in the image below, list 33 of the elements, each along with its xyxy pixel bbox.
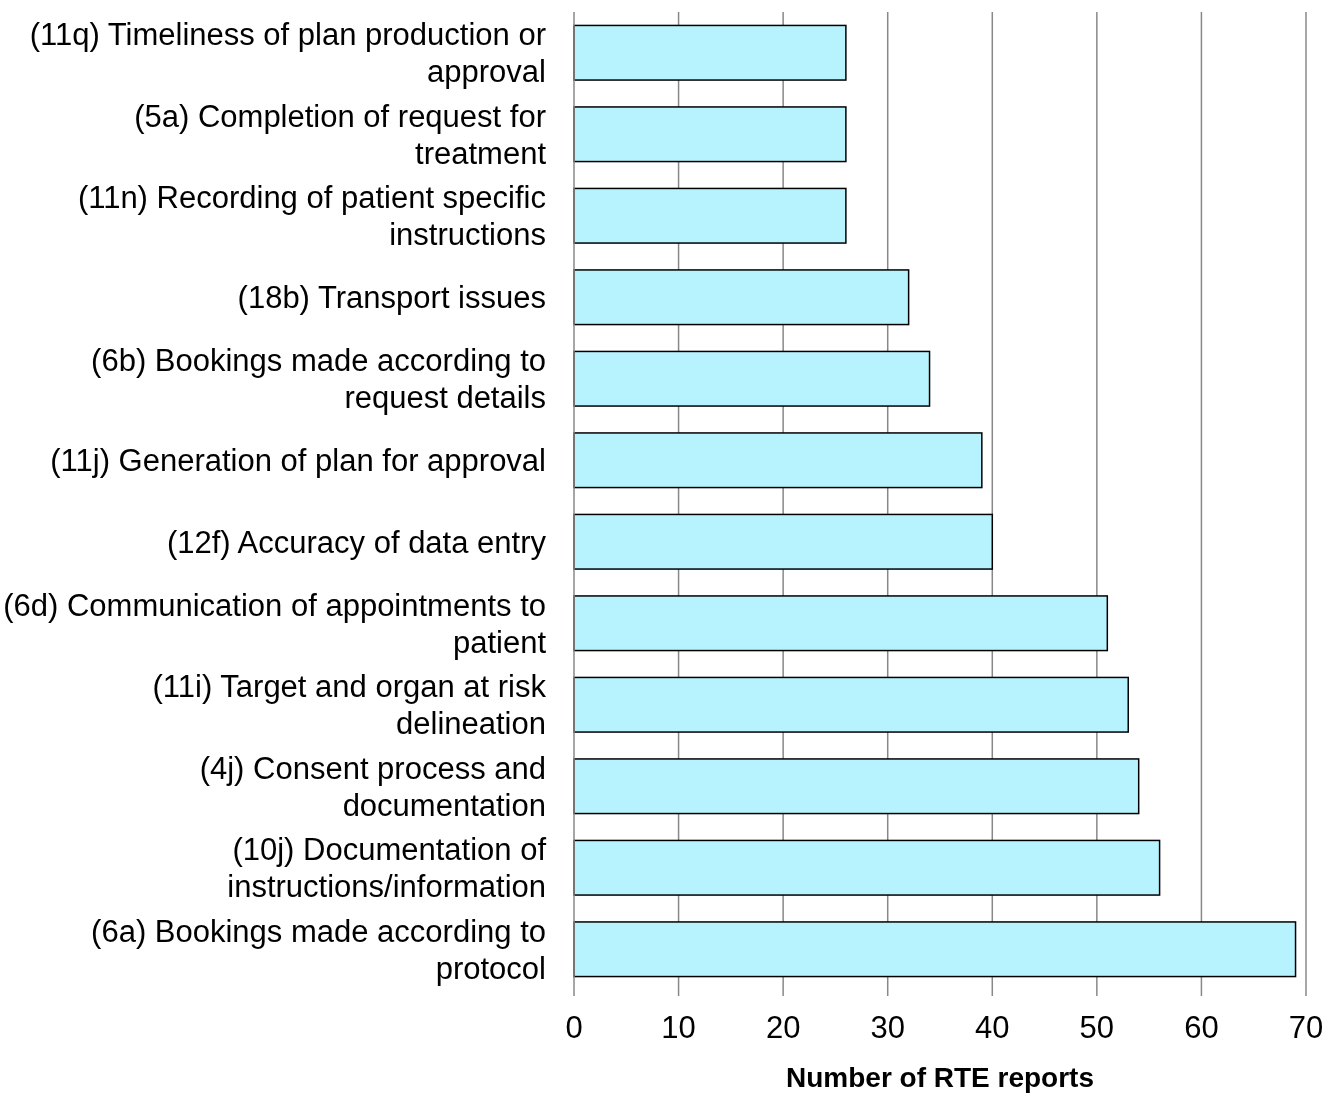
y-tick-label: (6d) Communication of appointments to patient bbox=[3, 587, 547, 660]
y-tick-label: (11q) Timeliness of plan production or approval bbox=[29, 17, 546, 90]
x-tick-label: 10 bbox=[661, 1010, 696, 1045]
bar bbox=[573, 513, 994, 570]
x-axis-title: Number of RTE reports bbox=[785, 1062, 1095, 1093]
x-tick-label: 30 bbox=[870, 1010, 905, 1045]
y-tick-label: (4j) Consent process and documentation bbox=[199, 750, 546, 823]
y-tick-label: (6a) Bookings made according to protocol bbox=[91, 913, 546, 986]
y-tick-label: (5a) Completion of request for treatment bbox=[134, 98, 547, 171]
x-tick-label: 50 bbox=[1079, 1010, 1115, 1045]
y-tick-label: (11j) Generation of plan for approval bbox=[50, 443, 546, 479]
bar bbox=[573, 350, 931, 407]
x-tick-label: 0 bbox=[565, 1010, 583, 1045]
bar bbox=[573, 269, 910, 326]
y-tick-label: (18b) Transport issues bbox=[237, 280, 546, 316]
x-tick-label: 70 bbox=[1288, 1010, 1324, 1045]
bar bbox=[573, 758, 1140, 815]
y-tick-label: (12f) Accuracy of data entry bbox=[166, 524, 547, 560]
y-tick-label: (11n) Recording of patient specific instructions bbox=[77, 180, 546, 253]
bar bbox=[573, 839, 1161, 896]
bar bbox=[573, 921, 1297, 978]
bar bbox=[573, 106, 847, 163]
bar bbox=[573, 24, 847, 81]
bar bbox=[573, 432, 983, 489]
y-tick-label: (6b) Bookings made according to request details bbox=[91, 343, 546, 416]
x-tick-label: 60 bbox=[1184, 1010, 1219, 1045]
y-tick-label: (10j) Documentation of instructions/information bbox=[227, 832, 547, 905]
x-tick-label: 20 bbox=[765, 1010, 801, 1045]
y-tick-label: (11i) Target and organ at risk delineation bbox=[152, 669, 547, 742]
x-tick-label: 40 bbox=[975, 1010, 1010, 1045]
bar bbox=[573, 187, 847, 244]
bar bbox=[573, 676, 1129, 733]
bar bbox=[573, 595, 1109, 652]
